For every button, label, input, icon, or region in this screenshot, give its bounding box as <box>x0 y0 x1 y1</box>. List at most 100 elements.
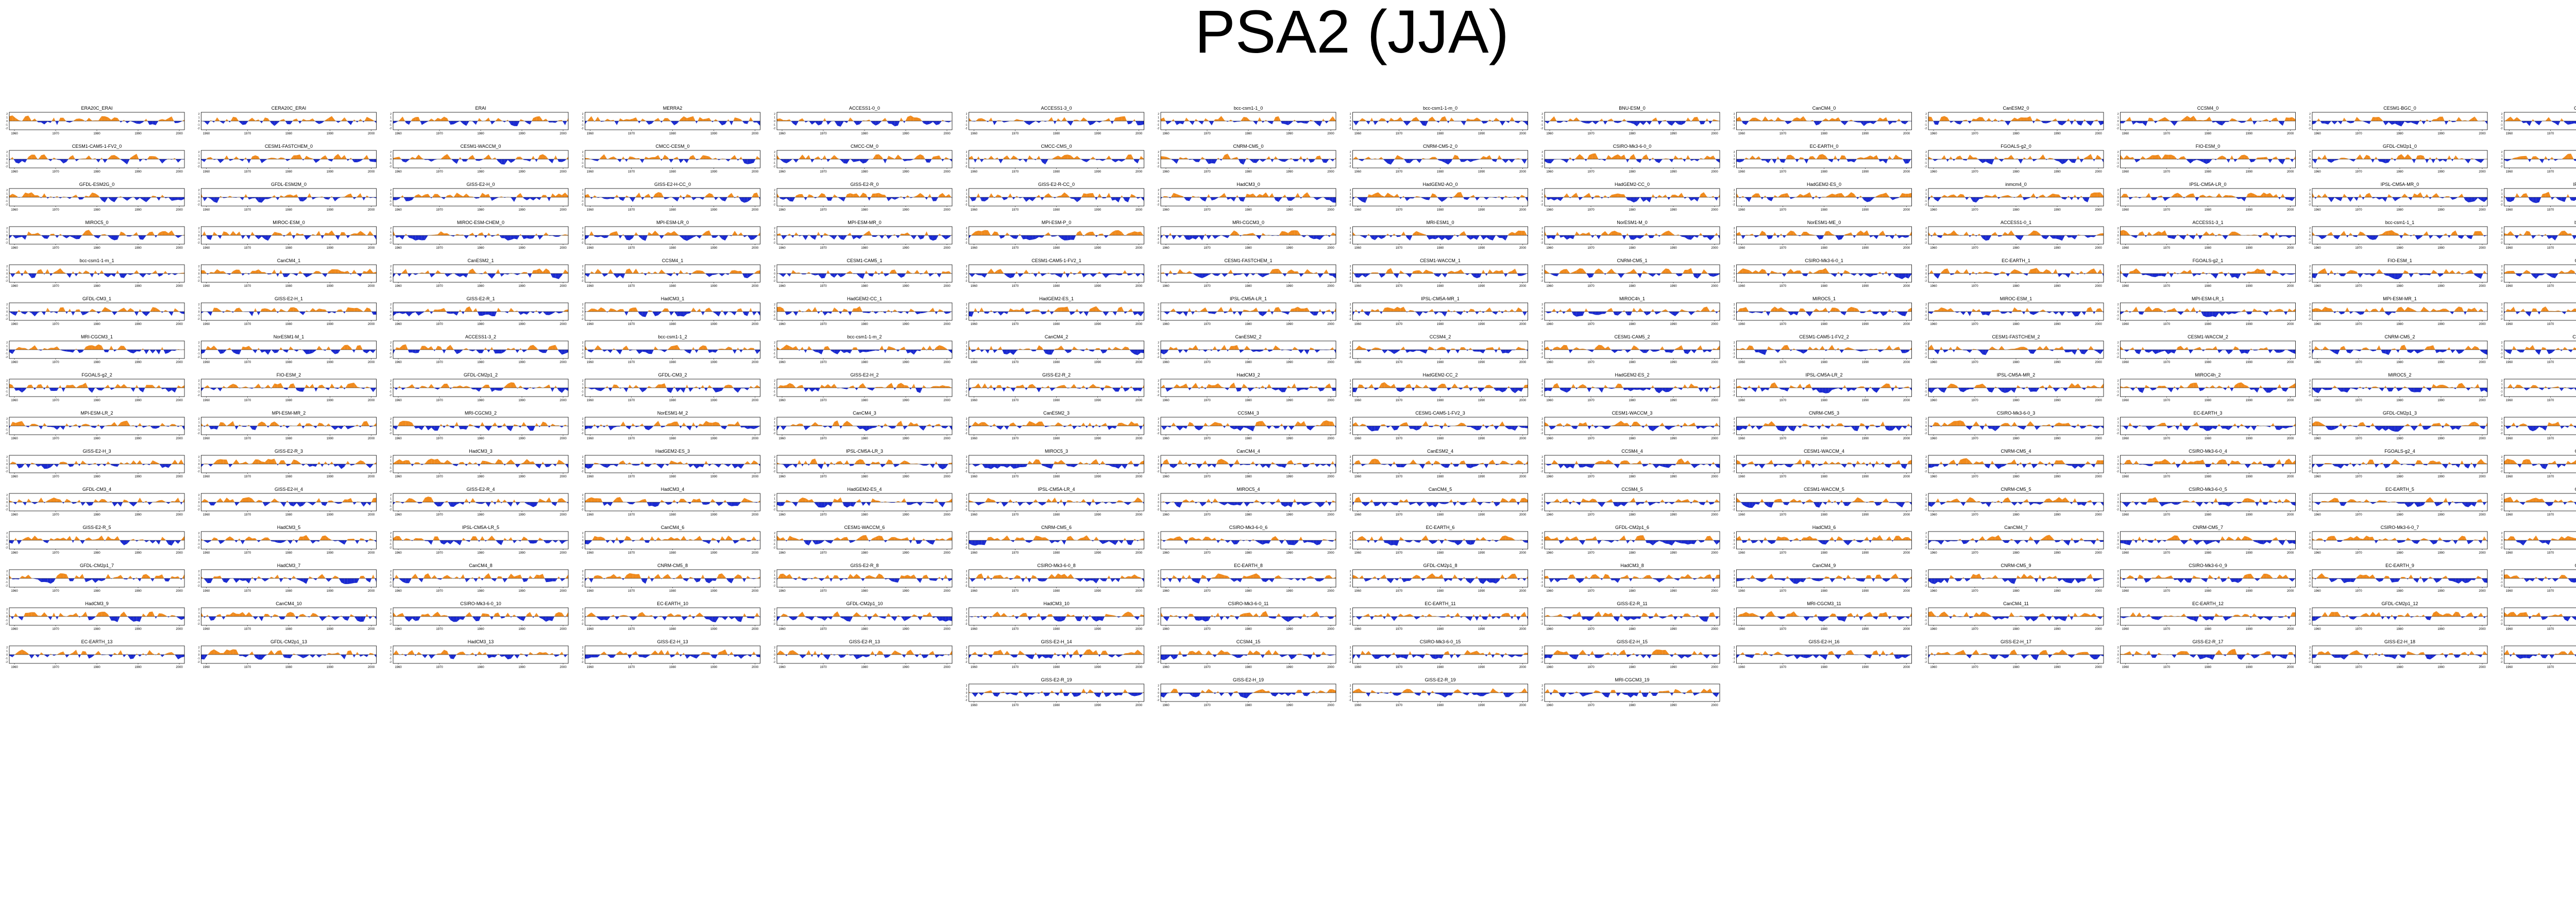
area-segment <box>2100 121 2104 125</box>
area-segment <box>1320 121 1322 126</box>
area-segment <box>367 117 370 121</box>
area-segment <box>895 121 898 126</box>
area-segment <box>646 121 649 125</box>
area-segment <box>1615 155 1618 159</box>
x-tick-label: 1960 <box>971 132 978 135</box>
y-tick-label: -2 <box>1157 165 1160 168</box>
area-segment <box>917 193 920 197</box>
area-segment <box>853 193 856 197</box>
area-segment <box>441 117 444 121</box>
panel-title: EC-EARTH_0 <box>1810 144 1839 149</box>
area-segment <box>1093 121 1096 124</box>
area-segment <box>1301 121 1304 123</box>
area-segment <box>1841 121 1842 123</box>
y-tick-label: -1 <box>197 124 200 127</box>
y-tick-label: 0 <box>582 196 584 199</box>
area-segment <box>863 193 866 197</box>
area-segment <box>617 159 620 162</box>
area-segment <box>1897 118 1899 121</box>
area-segment <box>1567 159 1569 163</box>
area-segment <box>251 157 252 159</box>
y-tick-label: 0 <box>966 120 968 123</box>
y-tick-label: 1 <box>198 116 200 119</box>
area-segment <box>457 121 460 123</box>
area-segment <box>2369 156 2371 159</box>
area-segment <box>1288 121 1291 125</box>
area-segment <box>98 159 100 163</box>
area-segment <box>285 159 287 161</box>
area-segment <box>1551 116 1554 121</box>
area-segment <box>2056 118 2057 121</box>
area-segment <box>1653 117 1656 121</box>
area-segment <box>89 156 92 159</box>
area-segment <box>703 197 705 200</box>
area-segment <box>1486 121 1488 123</box>
area-segment <box>1762 159 1765 161</box>
area-segment <box>1461 121 1464 126</box>
area-segment <box>1039 121 1042 123</box>
area-segment <box>2083 119 2084 121</box>
area-segment <box>205 197 208 201</box>
area-segment <box>834 194 837 197</box>
y-tick-label: 0 <box>390 120 392 123</box>
area-segment <box>1237 157 1238 159</box>
area-segment <box>143 121 144 122</box>
area-segment <box>260 121 262 124</box>
area-segment <box>2251 159 2254 162</box>
area-segment <box>403 159 406 162</box>
area-segment <box>2047 158 2049 159</box>
area-segment <box>2175 156 2177 159</box>
area-segment <box>1239 159 1241 163</box>
area-segment <box>1400 157 1403 159</box>
area-segment <box>2550 157 2552 159</box>
area-segment <box>304 156 306 159</box>
area-segment <box>646 157 649 159</box>
panel-2-5: GISS-E2-R-CC_0210-1-21960 1970 1980 1990 200… <box>965 182 1144 212</box>
area-segment <box>1201 157 1202 159</box>
area-segment <box>1263 121 1265 123</box>
area-segment <box>1957 156 1960 159</box>
area-segment <box>1584 159 1586 161</box>
area-segment <box>847 159 850 164</box>
area-segment <box>2066 118 2069 121</box>
area-segment <box>1106 156 1109 159</box>
area-segment <box>888 197 891 201</box>
area-segment <box>473 155 476 159</box>
area-segment <box>1624 155 1626 159</box>
area-segment <box>2148 117 2149 121</box>
area-segment <box>588 194 590 197</box>
area-segment <box>2565 121 2568 125</box>
area-segment <box>354 119 355 121</box>
area-segment <box>1794 157 1795 159</box>
area-segment <box>2121 155 2124 159</box>
area-segment <box>825 155 827 159</box>
y-tick-label: -2 <box>1349 127 1351 130</box>
x-tick-label: 1990 <box>134 132 142 135</box>
area-segment <box>806 197 807 200</box>
panel-2-3: GISS-E2-H-CC_0210-1-21960 1970 1980 1990 200… <box>581 182 760 212</box>
area-segment <box>1880 117 1883 121</box>
area-segment <box>2041 121 2043 123</box>
area-segment <box>460 195 463 197</box>
panel-title: CNRM-CM5_0 <box>1233 144 1263 149</box>
area-segment <box>2273 117 2276 121</box>
area-segment <box>1171 159 1174 161</box>
panel-1-8: CSIRO-Mk3-6-0_0210-1-21960 1970 1980 1990 20… <box>1541 144 1720 174</box>
area-segment <box>2292 117 2295 121</box>
area-segment <box>1247 117 1250 121</box>
y-tick-label: -2 <box>1925 165 1927 168</box>
x-tick-label: 2000 <box>2287 132 2294 135</box>
area-segment <box>680 195 681 197</box>
area-segment <box>1973 119 1976 121</box>
area-segment <box>1679 158 1682 159</box>
area-segment <box>265 197 268 199</box>
y-tick-label: -2 <box>389 165 392 168</box>
y-tick-label: 0 <box>2501 158 2503 161</box>
panel-2-1: GFDL-ESM2M_0210-1-21960 1970 1980 1990 2000 <box>197 182 376 212</box>
area-segment <box>447 118 449 121</box>
area-segment <box>1171 121 1172 123</box>
area-segment <box>1883 117 1886 121</box>
y-tick-label: 1 <box>198 193 200 196</box>
area-segment <box>754 159 755 163</box>
area-segment <box>1905 121 1908 124</box>
